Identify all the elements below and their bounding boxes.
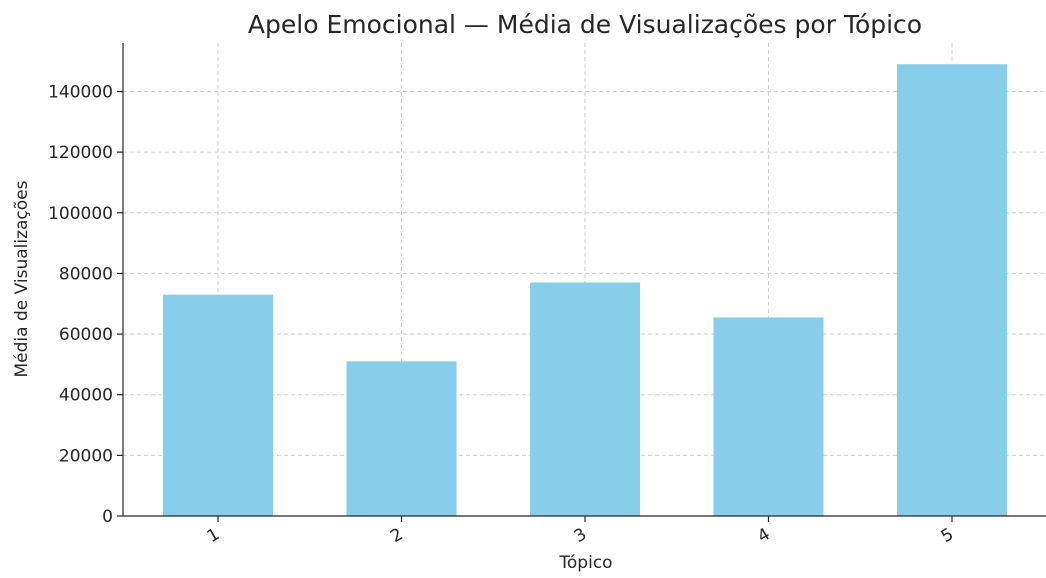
- bars: [163, 64, 1007, 516]
- x-tick-label: 5: [938, 524, 957, 547]
- bar: [347, 361, 457, 516]
- y-tick-label: 100000: [48, 204, 113, 224]
- x-ticks: 1 2 3 4 5: [204, 516, 957, 547]
- y-tick-label: 20000: [59, 446, 113, 466]
- y-ticks: 0 20000 40000 60000 80000 100000 120000 140000: [48, 83, 123, 527]
- y-tick-label: 120000: [48, 143, 113, 163]
- x-tick-label: 4: [754, 524, 773, 547]
- chart-title: Apelo Emocional — Média de Visualizações…: [248, 10, 922, 39]
- bar: [897, 64, 1007, 516]
- y-tick-label: 140000: [48, 83, 113, 103]
- y-tick-label: 60000: [59, 325, 113, 345]
- bar: [530, 283, 640, 516]
- x-tick-label: 1: [204, 524, 223, 547]
- y-tick-label: 40000: [59, 386, 113, 406]
- y-tick-label: 0: [102, 507, 113, 527]
- y-axis-label: Média de Visualizações: [12, 180, 32, 377]
- y-tick-label: 80000: [59, 264, 113, 284]
- x-tick-label: 3: [571, 524, 590, 547]
- x-axis-label: Tópico: [558, 553, 612, 573]
- x-tick-label: 2: [387, 524, 406, 547]
- bar: [714, 317, 824, 516]
- bar: [163, 295, 273, 516]
